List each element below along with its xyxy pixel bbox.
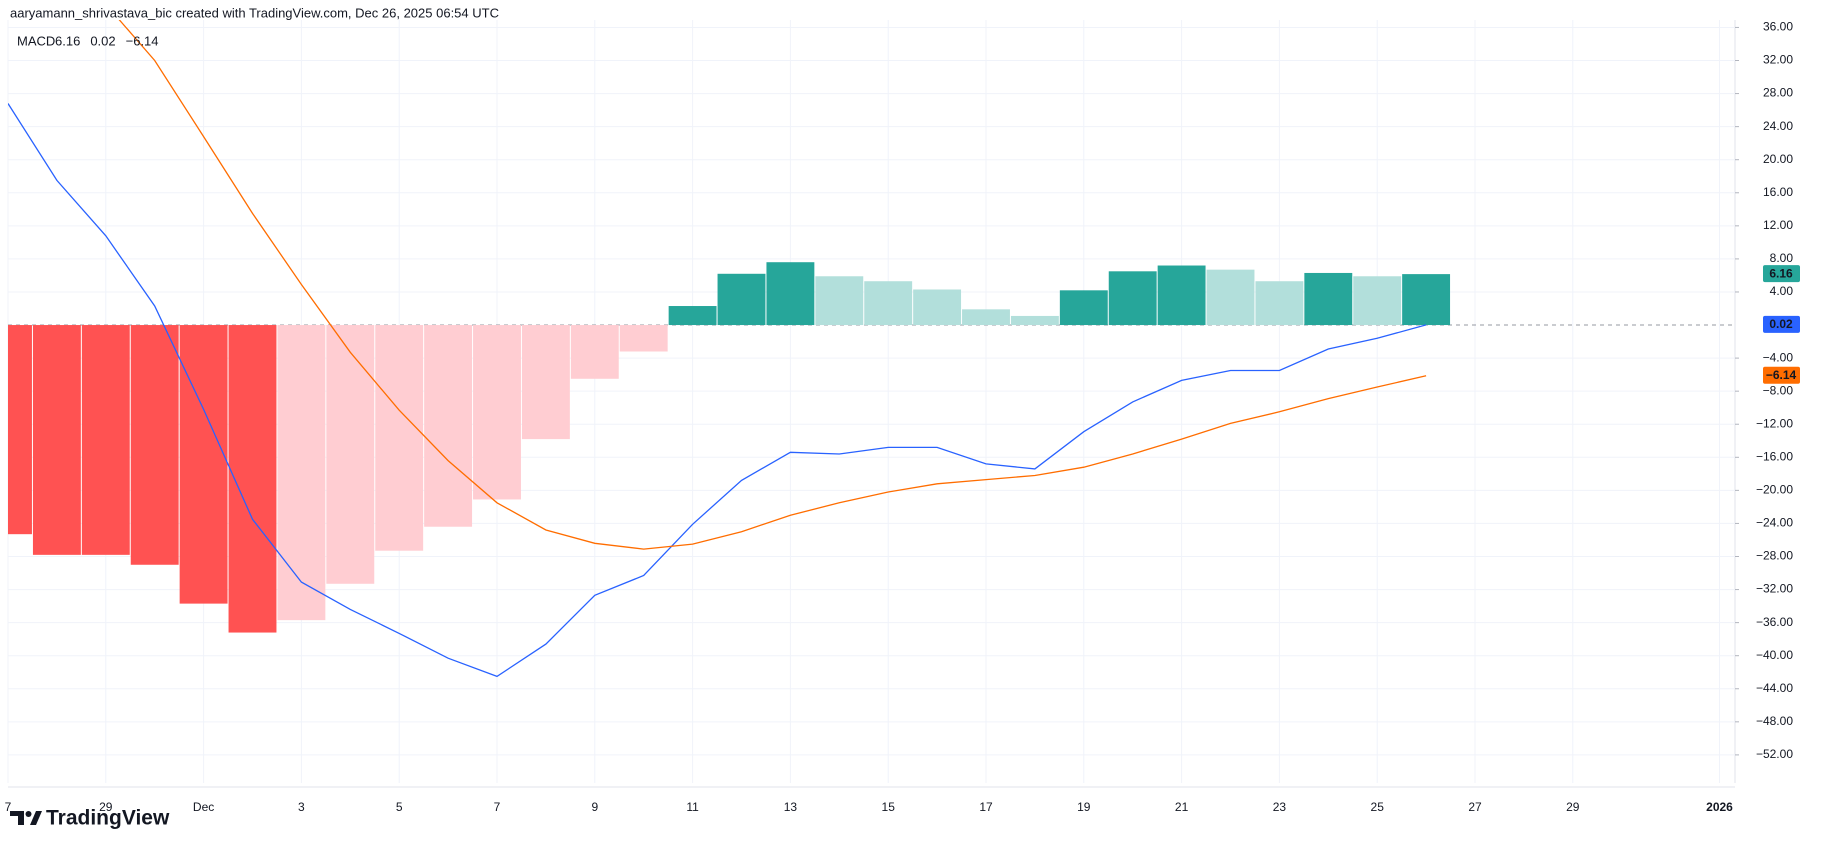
histogram-bar [1304,272,1353,326]
y-tick-label: −24.00 [1756,516,1793,530]
histogram-bar [179,325,228,604]
histogram-bar [570,325,619,379]
x-tick-label: 7 [5,800,12,814]
histogram-bar [766,262,815,326]
y-tick-label: −8.00 [1763,383,1794,397]
plot [8,20,1735,678]
brand-logo: TradingView [10,807,170,830]
y-tick-label: −12.00 [1756,416,1793,430]
brand: TradingView [46,807,170,830]
x-tick-label: 17 [979,800,993,814]
y-tick-label: 4.00 [1770,284,1794,298]
histogram-bar [1108,271,1157,326]
y-tick-label: 8.00 [1770,251,1794,265]
x-tick-label: 7 [494,800,501,814]
grid [7,20,1735,783]
price-tag-label: 0.02 [1769,317,1793,331]
histogram-bar [1206,269,1255,326]
y-tick-label: 16.00 [1763,185,1793,199]
x-tick-label: 21 [1175,800,1189,814]
histogram-bar [864,281,913,326]
x-tick-label: 23 [1273,800,1287,814]
y-tick-label: −36.00 [1756,615,1793,629]
y-tick-label: 12.00 [1763,218,1793,232]
histogram-bar [32,325,81,555]
y-tick-label: 36.00 [1763,20,1793,34]
y-tick-label: −20.00 [1756,483,1793,497]
price-tag-label: 6.16 [1769,266,1793,280]
histogram-bar [375,325,424,551]
histogram-bar [521,325,570,440]
legend-value: 0.02 [90,33,115,48]
legend: MACD 6.16 0.02 −6.14 [17,33,159,48]
histogram-bar [326,325,375,584]
x-tick-label: Dec [193,800,214,814]
histogram-bar [1059,290,1108,326]
price-tag [1763,366,1800,384]
price-tag [1763,315,1800,333]
histogram-bar [81,325,130,555]
x-tick-label: 29 [99,800,113,814]
histogram-bar [1353,276,1402,326]
x-tick-label: 3 [298,800,305,814]
logo-icon [10,811,24,825]
histogram-bar [277,325,326,621]
x-tick-label: 25 [1371,800,1385,814]
y-tick-label: 28.00 [1763,86,1793,100]
histogram-bar [962,309,1010,326]
histogram-bar [913,289,962,326]
line-signal [118,20,1427,550]
price-tag-label: −6.14 [1766,368,1797,382]
y-tick-label: −28.00 [1756,549,1793,563]
histogram-bar [1402,274,1451,326]
header: aaryamann_shrivastava_bic created with T… [10,5,499,20]
x-tick-label: 11 [686,800,699,814]
y-tick-label: −48.00 [1756,714,1793,728]
histogram-bar [717,273,766,326]
x-tick-label: 19 [1077,800,1091,814]
histogram-bar [1157,265,1206,326]
histogram-bar [815,276,864,326]
legend-value: 6.16 [55,33,80,48]
x-tick-label: 5 [396,800,403,814]
legend-value: −6.14 [126,33,159,48]
y-tick-label: −44.00 [1756,681,1793,695]
y-tick-label: 24.00 [1763,119,1793,133]
x-tick-label: 13 [784,800,798,814]
y-tick-label: −40.00 [1756,648,1793,662]
y-tick-label: −4.00 [1763,350,1794,364]
y-tick-label: −16.00 [1756,449,1793,463]
x-tick-label: 29 [1566,800,1580,814]
price-tag [1763,265,1800,283]
axes: 36.00 32.00 28.00 24.00 20.00 16.00 12.00 8.00 4… [5,20,1800,814]
histogram-bar [1255,281,1304,326]
histogram-bar [619,325,668,352]
histogram-bar [8,325,32,535]
logo-icon [25,811,32,817]
legend-title: MACD [17,33,55,48]
histogram-bar [1010,315,1059,326]
x-tick-label: 15 [882,800,896,814]
histogram-bar [228,325,277,633]
y-tick-label: 32.00 [1763,53,1793,67]
histogram-bar [668,306,717,326]
logo-icon [30,811,42,825]
y-tick-label: 20.00 [1763,152,1793,166]
line-macd [8,103,1427,678]
x-tick-label: 27 [1468,800,1482,814]
y-tick-label: −32.00 [1756,582,1793,596]
x-tick-label: 9 [591,800,598,814]
x-tick-label: 2026 [1706,800,1733,814]
histogram-bar [130,325,179,565]
y-tick-label: −52.00 [1756,747,1793,761]
histogram-bar [424,325,473,527]
histogram-bar [473,325,521,500]
